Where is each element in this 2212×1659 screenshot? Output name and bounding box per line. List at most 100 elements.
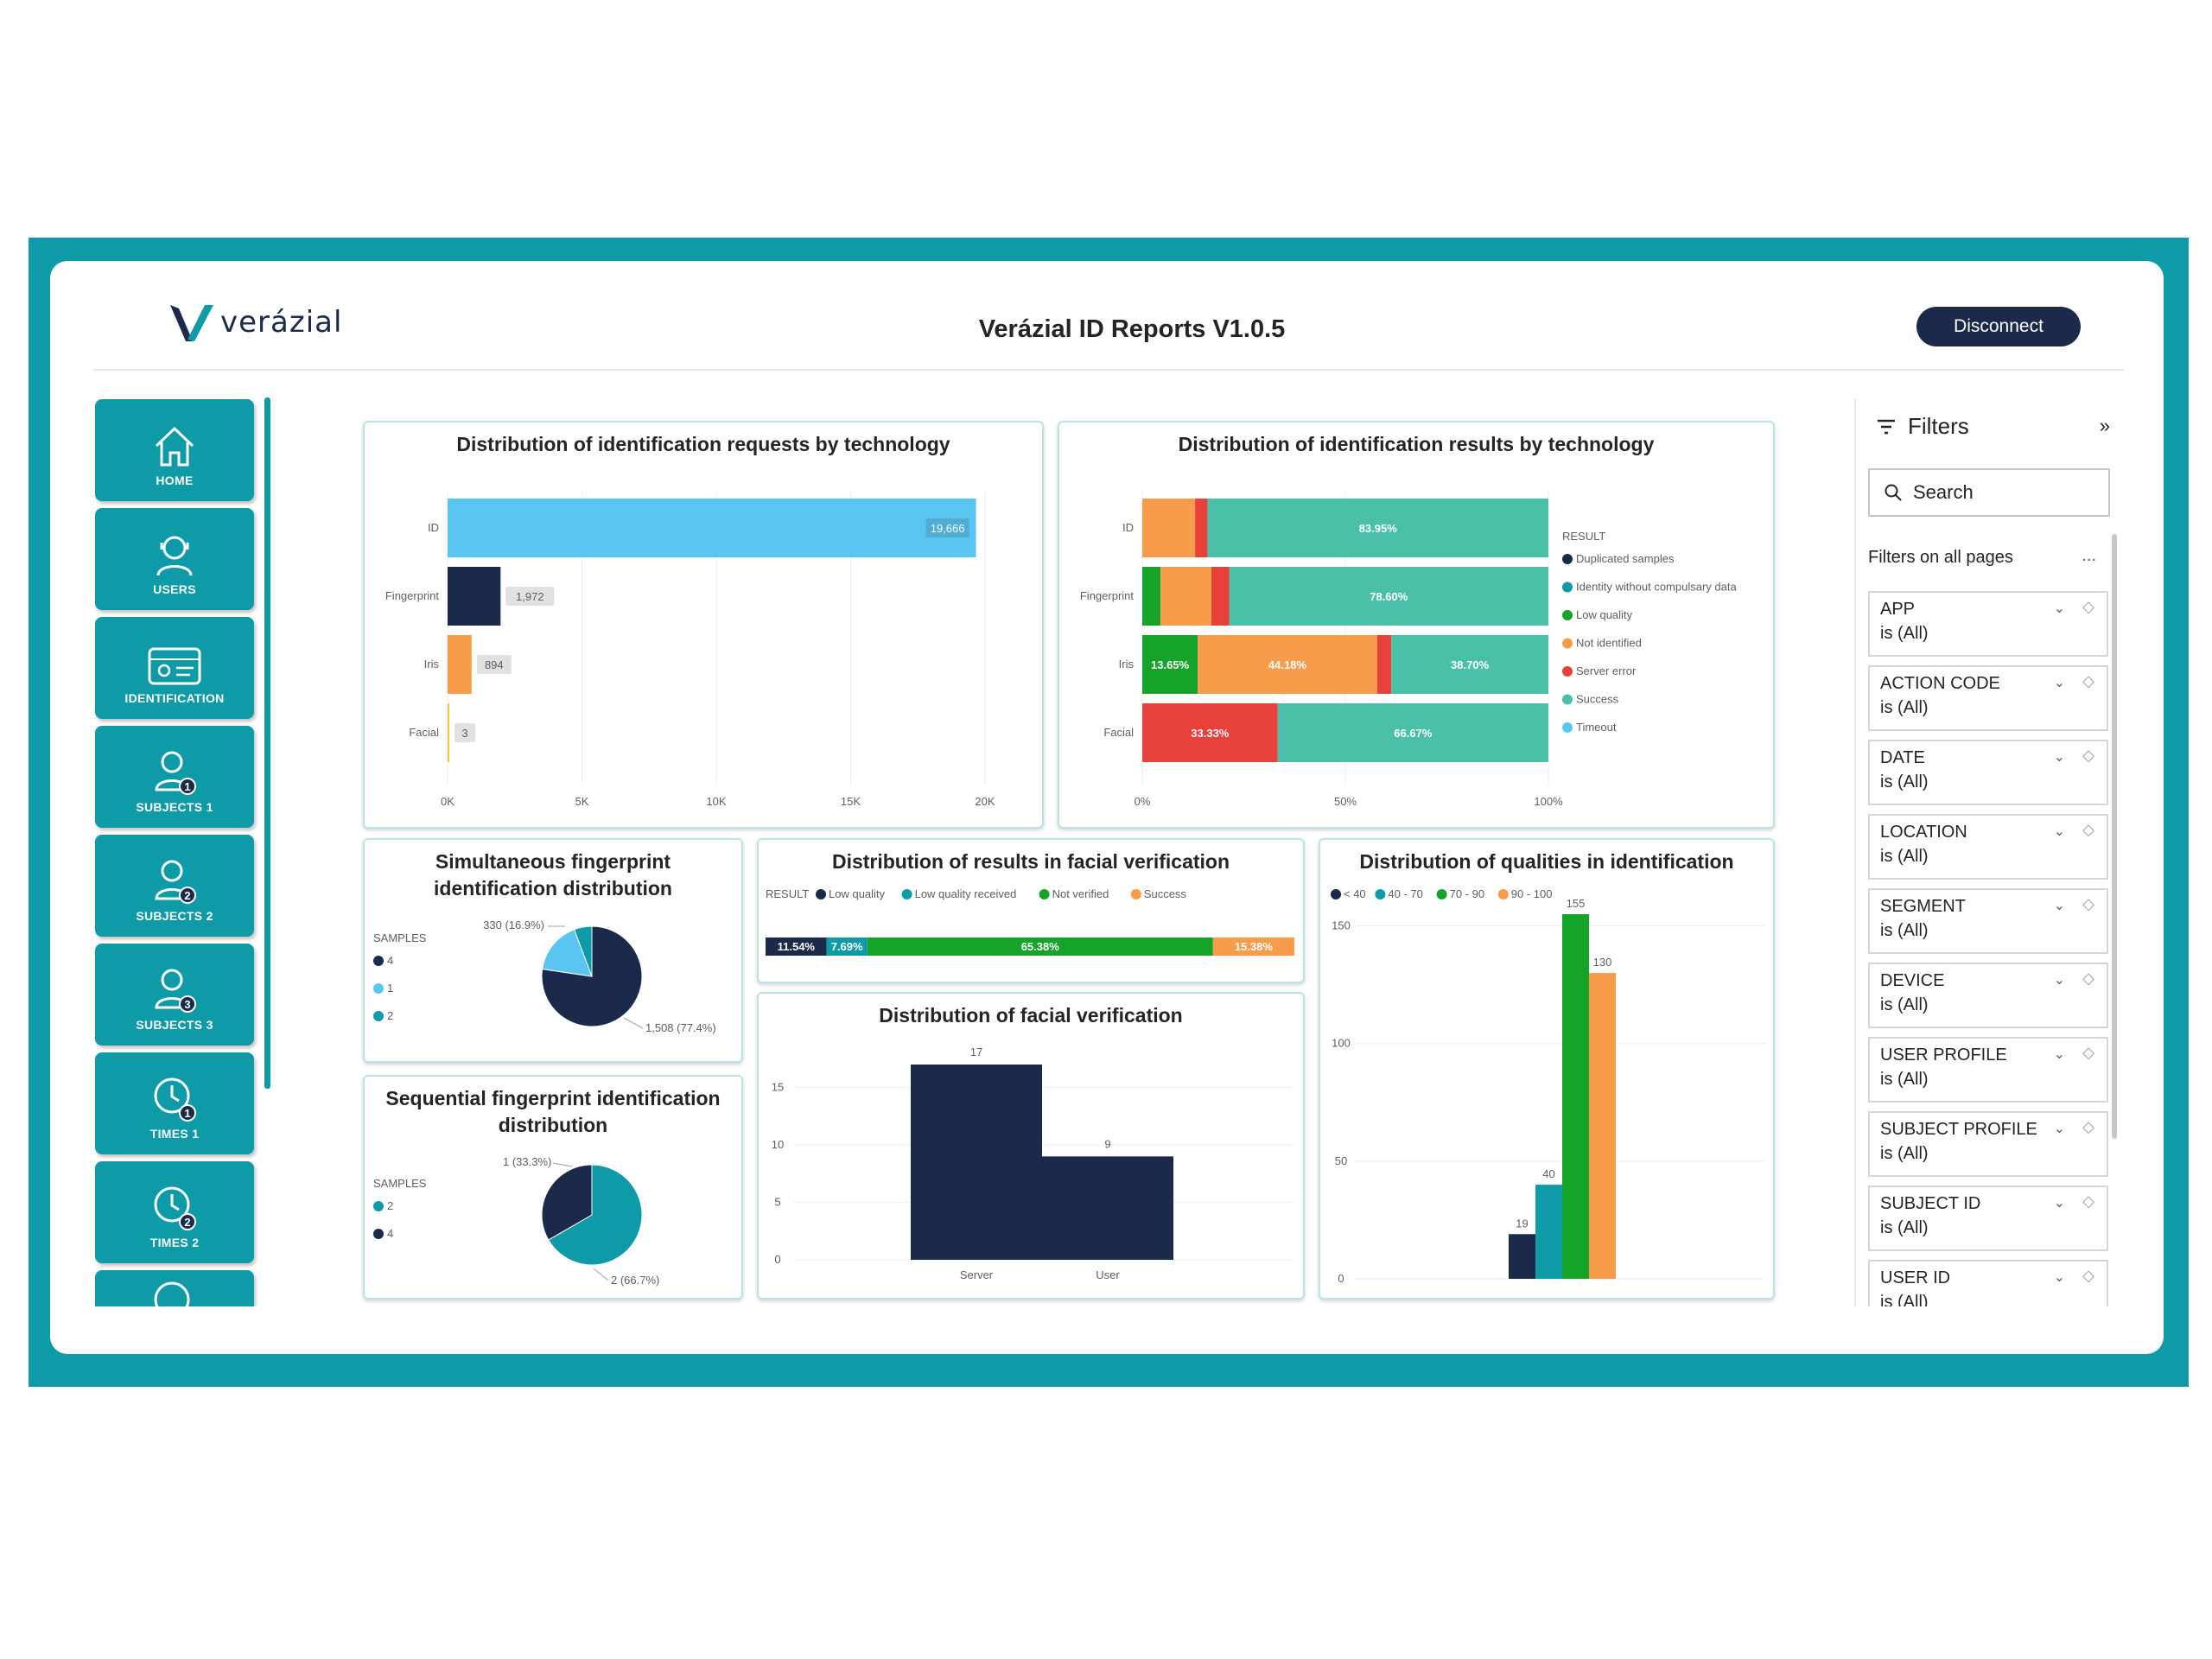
nav-times-1[interactable]: 1 TIMES 1 (95, 1052, 254, 1154)
bar-segment (1212, 938, 1294, 956)
y-category-label: Iris (424, 658, 440, 671)
legend-label: Low quality received (915, 887, 1017, 900)
legend-label: Low quality (1576, 608, 1633, 621)
bar-segment (1198, 635, 1377, 694)
nav-scrollbar[interactable] (264, 397, 270, 1089)
chevron-down-icon[interactable]: ⌄ (2053, 676, 2065, 690)
filters-scrollbar[interactable] (2112, 534, 2117, 1139)
data-label-bg (476, 655, 512, 674)
filter-card[interactable]: APP is (All) ⌄ ◇ (1868, 591, 2108, 657)
clear-filter-icon[interactable]: ◇ (2082, 895, 2094, 912)
chevron-down-icon[interactable]: ⌄ (2053, 1047, 2065, 1062)
panel-simultaneous-fingerprint: Simultaneous fingerprint identification … (363, 838, 743, 1063)
clear-filter-icon[interactable]: ◇ (2082, 747, 2094, 764)
data-label: 13.65% (1151, 658, 1190, 671)
data-label: 38.70% (1451, 658, 1490, 671)
chevron-down-icon[interactable]: ⌄ (2053, 824, 2065, 839)
bar (1589, 973, 1616, 1279)
nav-label: SUBJECTS 1 (136, 800, 213, 814)
clear-filter-icon[interactable]: ◇ (2082, 1267, 2094, 1284)
chart-title: Distribution of facial verification (879, 1004, 1183, 1027)
nav-subjects-1[interactable]: 1 SUBJECTS 1 (95, 726, 254, 828)
data-label: 83.95% (1359, 522, 1398, 535)
filter-card[interactable]: ACTION CODE is (All) ⌄ ◇ (1868, 665, 2108, 731)
data-label: 330 (16.9%) (483, 918, 544, 931)
legend-label: Not verified (1052, 887, 1109, 900)
bar-segment (1376, 635, 1392, 694)
bar (448, 499, 976, 557)
legend-marker (1562, 722, 1573, 733)
panel-results-by-technology: Distribution of identification results b… (1058, 421, 1775, 829)
clear-filter-icon[interactable]: ◇ (2082, 969, 2094, 987)
legend-title: SAMPLES (373, 1177, 427, 1190)
more-options-icon[interactable]: ... (2082, 546, 2096, 565)
clear-filter-icon[interactable]: ◇ (2082, 672, 2094, 690)
nav-label: USERS (153, 582, 196, 596)
filters-search-input[interactable]: Search (1868, 468, 2110, 517)
disconnect-button[interactable]: Disconnect (1916, 307, 2081, 346)
filter-field-name: SUBJECT PROFILE (1880, 1120, 2037, 1139)
legend-marker (1562, 666, 1573, 677)
simultaneous-pie-chart: SAMPLES 4 1 2 330 (16.9%) 1,508 (77.4%) (373, 918, 716, 1034)
filter-card[interactable]: SUBJECT ID is (All) ⌄ ◇ (1868, 1185, 2108, 1251)
chevron-down-icon[interactable]: ⌄ (2053, 601, 2065, 616)
data-label: 44.18% (1268, 658, 1307, 671)
filter-card[interactable]: SUBJECT PROFILE is (All) ⌄ ◇ (1868, 1111, 2108, 1177)
facial-results-stacked-bar: RESULT Low quality Low quality received Not… (766, 887, 1294, 956)
x-tick-label: 5K (575, 795, 589, 808)
logo-mark-icon (170, 305, 213, 341)
legend-label: 90 - 100 (1511, 887, 1553, 900)
nav-home[interactable]: HOME (95, 399, 254, 501)
legend-title: RESULT (766, 887, 809, 900)
filter-card[interactable]: LOCATION is (All) ⌄ ◇ (1868, 814, 2108, 880)
filter-card[interactable]: DEVICE is (All) ⌄ ◇ (1868, 963, 2108, 1028)
logo-text: verázial (220, 305, 343, 340)
nav-identification[interactable]: IDENTIFICATION (95, 617, 254, 719)
chevron-down-icon[interactable]: ⌄ (2053, 899, 2065, 913)
qualities-bar-chart: < 40 40 - 70 70 - 90 90 - 100 0 50 100 150 19 40 1… (1331, 887, 1766, 1285)
chevron-down-icon[interactable]: ⌄ (2053, 1270, 2065, 1285)
clear-filter-icon[interactable]: ◇ (2082, 1118, 2094, 1135)
filter-field-name: DATE (1880, 748, 1925, 767)
y-tick-label: 10 (772, 1138, 784, 1151)
bar-segment (1207, 499, 1548, 557)
filter-field-value: is (All) (1880, 772, 1929, 791)
data-label: 40 (1542, 1167, 1554, 1180)
legend-label: Not identified (1576, 637, 1642, 650)
filter-card[interactable]: SEGMENT is (All) ⌄ ◇ (1868, 888, 2108, 954)
subject-2-icon: 2 (155, 860, 196, 904)
nav-subjects-3[interactable]: 3 SUBJECTS 3 (95, 944, 254, 1046)
requests-bar-chart: 0K 5K 10K 15K 20K ID 19,666 Fingerprint 1,972 Iri… (385, 492, 995, 808)
filter-field-name: DEVICE (1880, 971, 1945, 990)
filter-field-value: is (All) (1880, 1144, 1929, 1163)
clear-filter-icon[interactable]: ◇ (2082, 598, 2094, 615)
chevron-down-icon[interactable]: ⌄ (2053, 750, 2065, 765)
clear-filter-icon[interactable]: ◇ (2082, 1192, 2094, 1210)
y-category-label: Fingerprint (1080, 589, 1135, 602)
nav-users[interactable]: USERS (95, 508, 254, 610)
collapse-pane-icon[interactable]: » (2099, 415, 2110, 436)
bar-segment (867, 938, 1213, 956)
filter-field-name: LOCATION (1880, 823, 1967, 842)
data-label: 7.69% (831, 940, 863, 953)
chevron-down-icon[interactable]: ⌄ (2053, 1196, 2065, 1211)
chevron-down-icon[interactable]: ⌄ (2053, 1122, 2065, 1136)
clear-filter-icon[interactable]: ◇ (2082, 1044, 2094, 1061)
chart-title: Distribution of qualities in identificat… (1359, 850, 1734, 873)
legend-label: 4 (387, 1227, 393, 1240)
clear-filter-icon[interactable]: ◇ (2082, 821, 2094, 838)
legend-marker (373, 983, 384, 994)
legend-marker (373, 1201, 384, 1211)
legend-marker (1562, 638, 1573, 649)
nav-times-2[interactable]: 2 TIMES 2 (95, 1161, 254, 1263)
filter-field-value: is (All) (1880, 1293, 1929, 1306)
nav-more[interactable] (95, 1270, 254, 1306)
legend-marker (1562, 582, 1573, 593)
y-category-label: Iris (1119, 658, 1135, 671)
y-category-label: Facial (1103, 726, 1134, 739)
nav-subjects-2[interactable]: 2 SUBJECTS 2 (95, 835, 254, 937)
filter-card[interactable]: USER PROFILE is (All) ⌄ ◇ (1868, 1037, 2108, 1103)
filter-card[interactable]: DATE is (All) ⌄ ◇ (1868, 740, 2108, 805)
filter-card[interactable]: USER ID is (All) ⌄ ◇ (1868, 1260, 2108, 1306)
chevron-down-icon[interactable]: ⌄ (2053, 973, 2065, 988)
